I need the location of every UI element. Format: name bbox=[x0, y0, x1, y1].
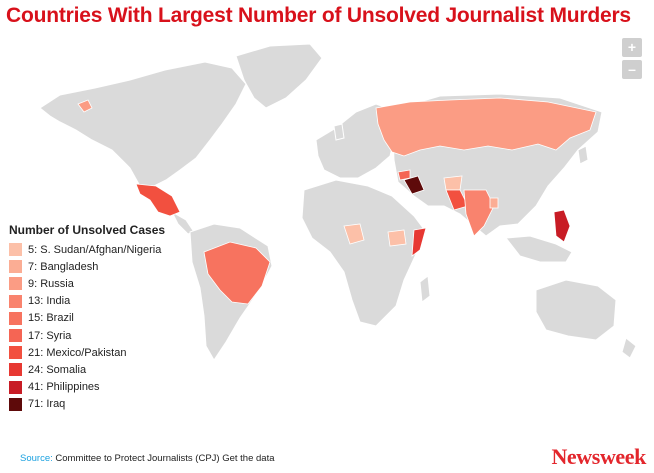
land-africa bbox=[301, 179, 427, 327]
legend-swatch bbox=[9, 397, 22, 411]
country-south-sudan bbox=[387, 229, 407, 247]
country-alaska bbox=[77, 99, 93, 113]
newsweek-logo: Newsweek bbox=[551, 444, 646, 469]
country-philippines bbox=[553, 209, 571, 243]
legend-swatch bbox=[9, 260, 22, 274]
source-text: Committee to Protect Journalists (CPJ) bbox=[55, 453, 220, 464]
country-mexico bbox=[135, 183, 181, 217]
land-australia bbox=[535, 279, 617, 341]
legend-label: 71: Iraq bbox=[28, 398, 66, 411]
land-new-zealand bbox=[621, 337, 637, 359]
legend-label: 9: Russia bbox=[28, 277, 74, 290]
country-afghanistan bbox=[443, 175, 463, 191]
legend-item: 9: Russia bbox=[9, 275, 165, 292]
legend-swatch bbox=[9, 380, 22, 394]
country-india bbox=[463, 189, 495, 237]
legend-label: 15: Brazil bbox=[28, 312, 74, 325]
legend-label: 13: India bbox=[28, 295, 71, 308]
land-central-america bbox=[170, 210, 195, 235]
legend-item: 5: S. Sudan/Afghan/Nigeria bbox=[9, 241, 165, 258]
land-japan bbox=[577, 145, 589, 165]
legend-swatch bbox=[9, 329, 22, 343]
source-label: Source: bbox=[20, 453, 53, 464]
legend-item: 21: Mexico/Pakistan bbox=[9, 344, 165, 361]
legend-item: 13: India bbox=[9, 293, 165, 310]
land-north-america bbox=[39, 61, 247, 189]
country-somalia bbox=[411, 227, 427, 257]
legend-label: 7: Bangladesh bbox=[28, 260, 99, 273]
legend-label: 21: Mexico/Pakistan bbox=[28, 346, 127, 359]
country-iraq bbox=[403, 175, 425, 195]
legend-item: 17: Syria bbox=[9, 327, 165, 344]
chart-title: Countries With Largest Number of Unsolve… bbox=[6, 4, 631, 27]
legend-swatch bbox=[9, 363, 22, 377]
legend-swatch bbox=[9, 277, 22, 291]
land-southeast-asia bbox=[505, 235, 573, 263]
land-uk bbox=[333, 123, 345, 141]
legend-swatch bbox=[9, 294, 22, 308]
legend-label: 17: Syria bbox=[28, 329, 72, 342]
legend-swatch bbox=[9, 243, 22, 257]
highlight-countries bbox=[77, 97, 597, 305]
legend-item: 7: Bangladesh bbox=[9, 258, 165, 275]
legend-item: 15: Brazil bbox=[9, 310, 165, 327]
get-data-link[interactable]: Get the data bbox=[222, 453, 275, 464]
zoom-out-button[interactable]: – bbox=[622, 60, 642, 79]
zoom-in-button[interactable]: + bbox=[622, 38, 642, 57]
country-brazil bbox=[203, 241, 271, 305]
land-greenland bbox=[235, 43, 323, 109]
country-nigeria bbox=[343, 223, 365, 245]
footer: Source: Committee to Protect Journalists… bbox=[20, 453, 275, 464]
legend-title: Number of Unsolved Cases bbox=[9, 223, 166, 237]
legend-label: 41: Philippines bbox=[28, 381, 100, 394]
world-map[interactable] bbox=[0, 30, 654, 450]
country-bangladesh bbox=[489, 197, 499, 209]
legend-item: 41: Philippines bbox=[9, 379, 165, 396]
legend-item: 24: Somalia bbox=[9, 361, 165, 378]
country-russia bbox=[375, 97, 597, 157]
land-europe bbox=[315, 103, 397, 179]
legend-swatch bbox=[9, 311, 22, 325]
legend: Number of Unsolved Cases 5: S. Sudan/Afg… bbox=[9, 223, 165, 413]
legend-label: 24: Somalia bbox=[28, 363, 87, 376]
legend-label: 5: S. Sudan/Afghan/Nigeria bbox=[28, 243, 162, 256]
legend-item: 71: Iraq bbox=[9, 396, 165, 413]
legend-swatch bbox=[9, 346, 22, 360]
land-madagascar bbox=[419, 275, 431, 303]
